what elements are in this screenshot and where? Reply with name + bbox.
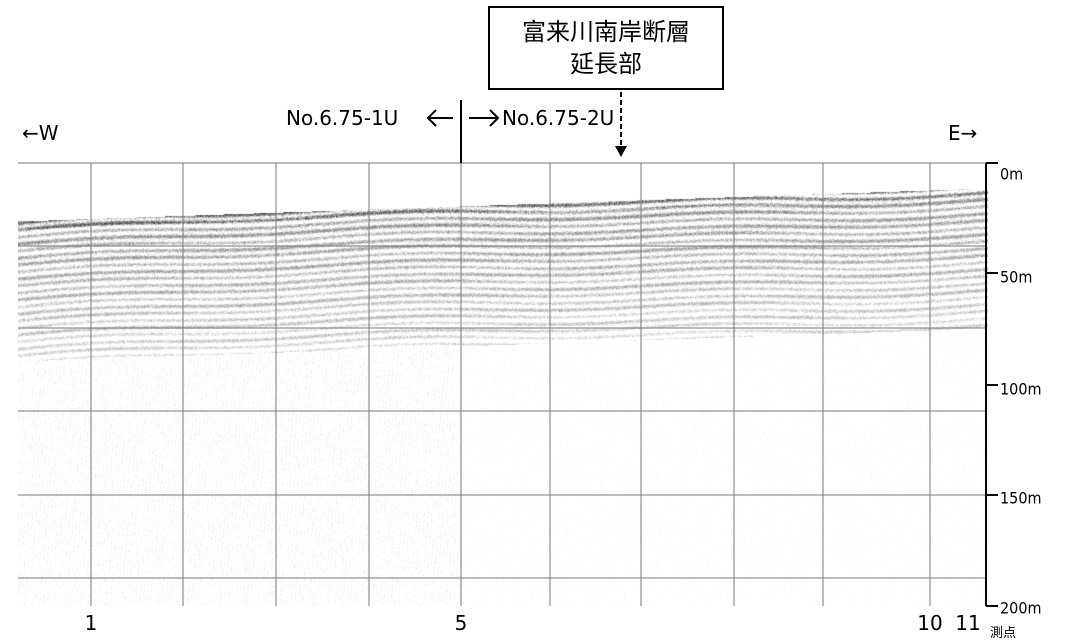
station-tick-label: 5 <box>454 611 468 635</box>
station-tick-label: 11 <box>955 611 981 635</box>
depth-tick-label: 100m <box>1000 379 1042 399</box>
depth-tick-label: 50m <box>1000 267 1033 287</box>
station-tick-label: 10 <box>917 611 943 635</box>
right-arrow-icon <box>469 109 500 127</box>
station-unit-label: 測点 <box>990 626 1017 641</box>
depth-tick-label: 150m <box>1000 488 1042 508</box>
fault-extension-label: 延長部 <box>570 50 642 78</box>
down-arrow-icon <box>615 92 627 157</box>
survey-line-right-label: No.6.75-2U <box>502 106 615 130</box>
depth-tick-label: 0m <box>1000 164 1024 184</box>
fault-annotation-box: 富来川南岸断層 延長部 <box>488 6 724 90</box>
left-arrow-icon <box>426 109 453 127</box>
depth-tick-label: 200m <box>1000 598 1042 618</box>
grid-lines <box>18 162 986 606</box>
east-direction-label: E→ <box>948 121 978 145</box>
depth-axis-ticks <box>986 162 998 607</box>
survey-line-left-label: No.6.75-1U <box>286 106 399 130</box>
fault-name: 富来川南岸断層 <box>522 18 690 46</box>
station-tick-label: 1 <box>84 611 98 635</box>
west-direction-label: ←W <box>22 121 59 145</box>
seismic-profile-image <box>18 163 988 606</box>
